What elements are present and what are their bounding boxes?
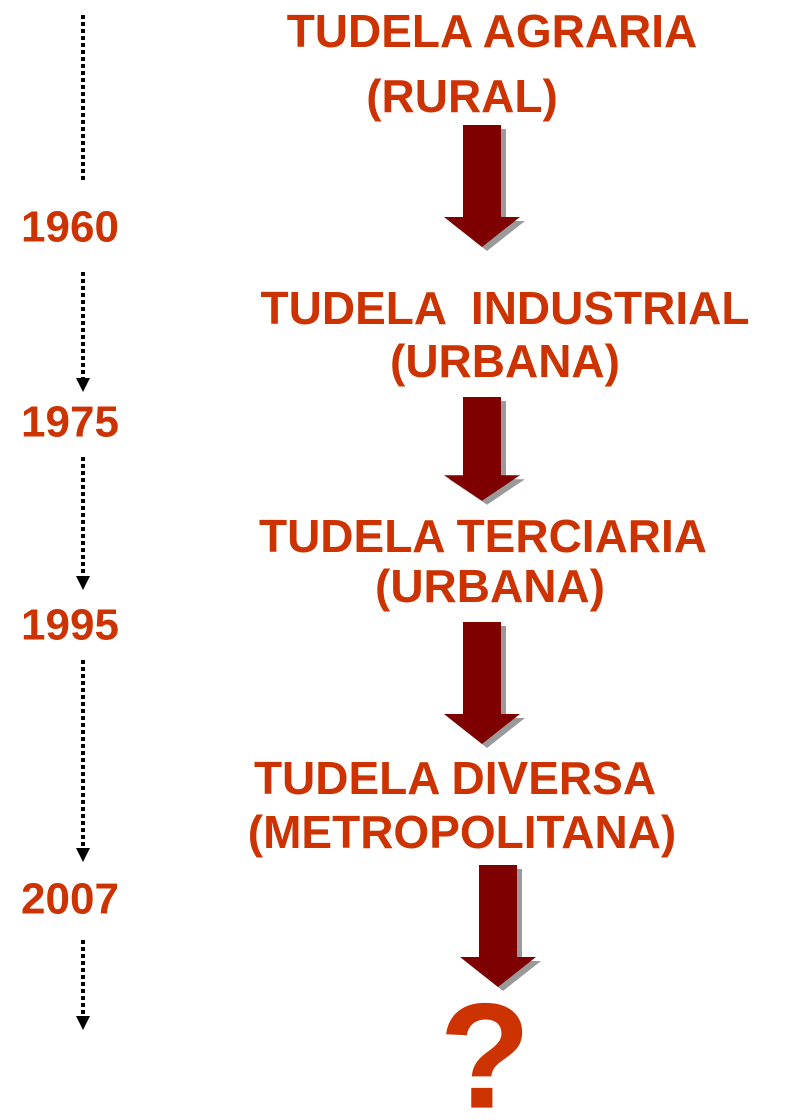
- timeline-arrowhead: [76, 378, 90, 392]
- year-label: 1960: [21, 203, 119, 252]
- stage-subtitle: (URBANA): [375, 560, 605, 612]
- stage-title: TUDELA TERCIARIA: [259, 510, 707, 562]
- stage-title: TUDELA DIVERSA: [254, 752, 656, 804]
- timeline-arrowhead: [76, 1016, 90, 1030]
- stage-subtitle: (RURAL): [366, 70, 558, 122]
- timeline-arrowhead: [76, 576, 90, 590]
- stage-title: TUDELA INDUSTRIAL: [261, 282, 750, 334]
- arrow: [444, 397, 525, 505]
- arrow: [444, 125, 525, 251]
- arrow: [444, 622, 525, 748]
- year-label: 2007: [21, 875, 119, 924]
- stage-title: TUDELA AGRARIA: [287, 5, 698, 57]
- timeline: [76, 15, 90, 1030]
- question-mark: ?: [439, 972, 531, 1120]
- stage-subtitle: (URBANA): [390, 335, 620, 387]
- timeline-arrowhead: [76, 848, 90, 862]
- year-label: 1975: [21, 398, 119, 447]
- stage-subtitle: (METROPOLITANA): [248, 806, 676, 858]
- year-label: 1995: [21, 601, 119, 650]
